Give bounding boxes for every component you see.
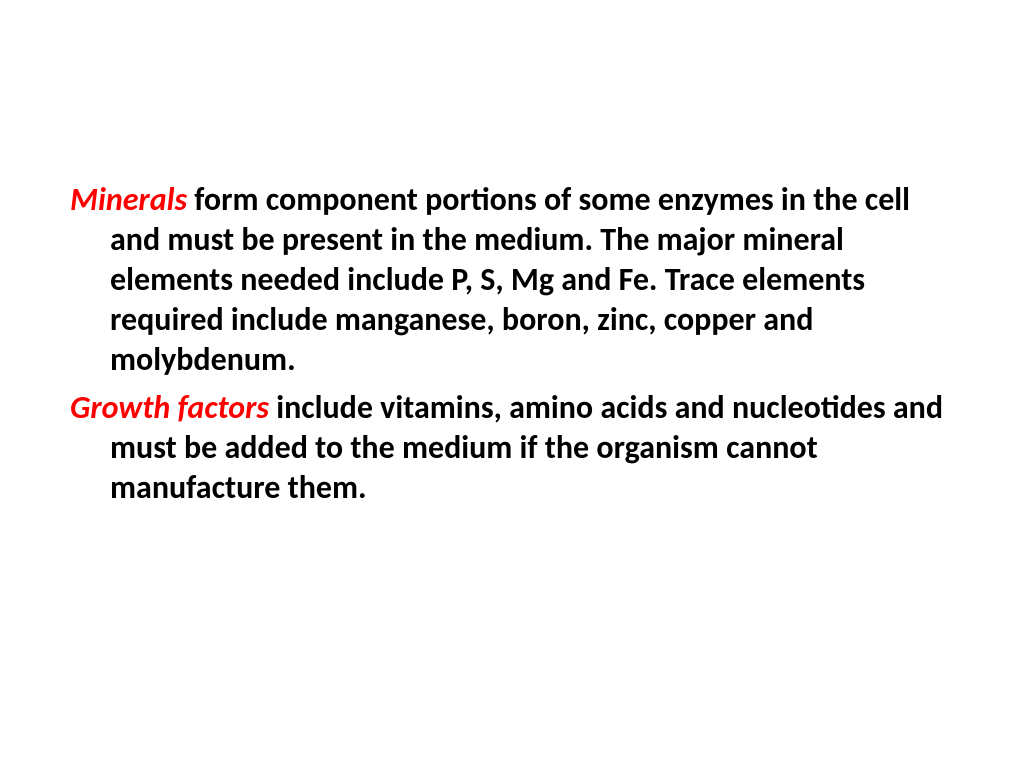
term-minerals: Minerals bbox=[70, 180, 194, 219]
paragraph-growth-factors: Growth factors include vitamins, amino a… bbox=[70, 388, 954, 508]
body-minerals: form component portions of some enzymes … bbox=[110, 180, 910, 379]
term-growth-factors: Growth factors bbox=[70, 388, 276, 427]
paragraph-minerals: Minerals form component portions of some… bbox=[70, 180, 954, 380]
slide-body: Minerals form component portions of some… bbox=[0, 0, 1024, 768]
